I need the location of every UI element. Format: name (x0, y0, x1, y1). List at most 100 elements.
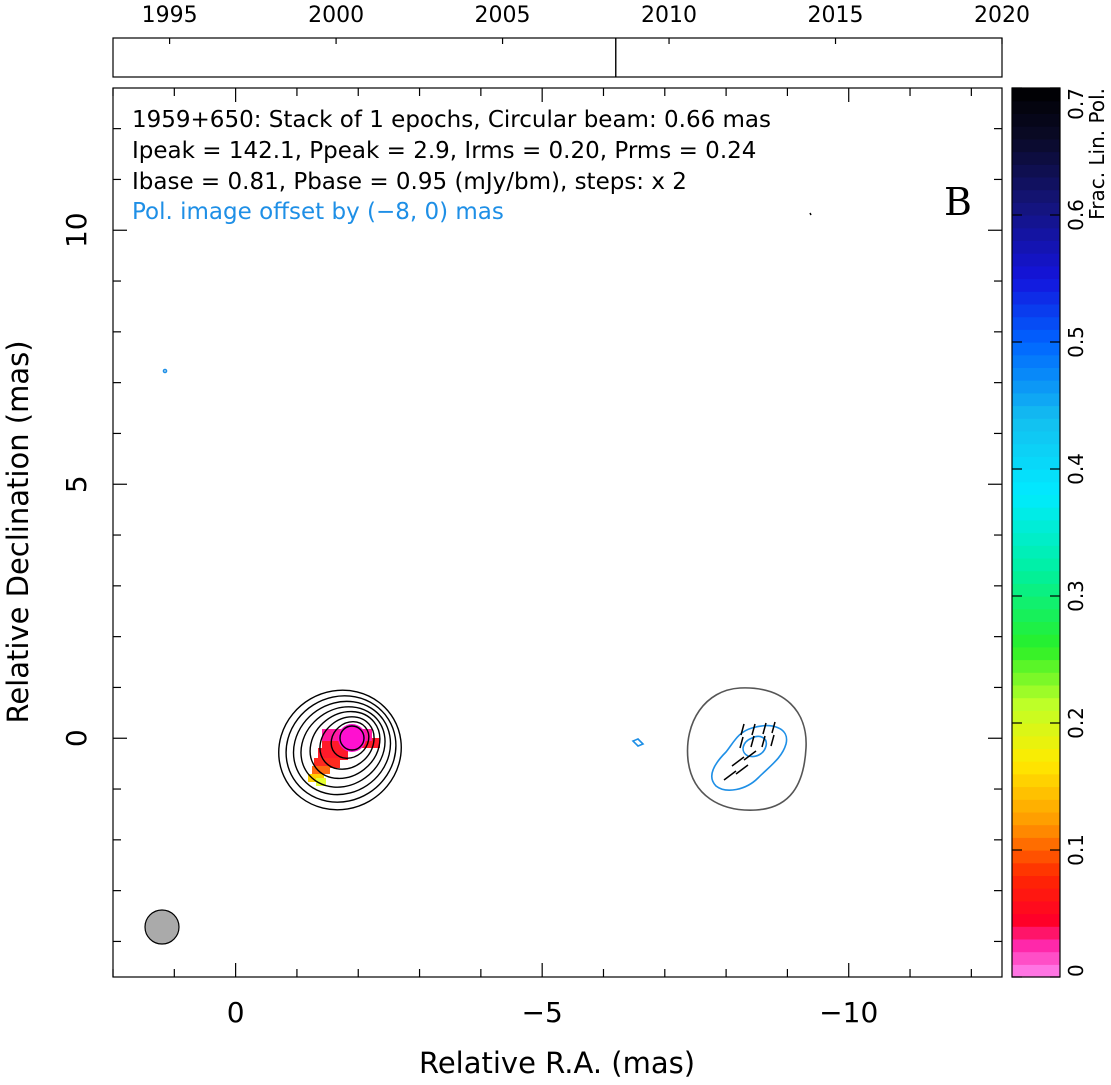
colorbar-segment (1012, 405, 1060, 419)
colorbar-tick-label: 0.6 (1064, 199, 1088, 231)
beam-ellipse (144, 909, 180, 945)
epoch-tick-label: 2015 (808, 3, 864, 28)
map-panel: 0 −5 −10 0 5 10 1959+650: Stack of 1 epochs,… (1, 87, 1003, 1080)
colorbar-segment (1012, 113, 1060, 127)
colorbar-segment (1012, 176, 1060, 191)
colorbar-segment (1012, 837, 1060, 851)
colorbar-segment (1012, 126, 1060, 140)
colorbar: 0 0.1 0.2 0.3 0.4 0.5 0.6 0.7 Frac. Lin. Pol. (1011, 87, 1109, 978)
evpa-sticks (723, 212, 812, 781)
colorbar-segment (1012, 557, 1060, 572)
colorbar-segment (1012, 735, 1060, 749)
colorbar-segment (1012, 824, 1060, 838)
info-line-1: Ipeak = 142.1, Ppeak = 2.9, Irms = 0.20,… (132, 138, 756, 164)
colorbar-segment (1012, 659, 1060, 673)
colorbar-segment (1012, 799, 1060, 813)
dec-tick-labels: 0 5 10 (60, 212, 93, 747)
colorbar-segment (1012, 215, 1060, 229)
colorbar-segment (1012, 672, 1060, 686)
colorbar-segment (1012, 684, 1060, 699)
colorbar-segment (1012, 430, 1060, 445)
colorbar-segment (1012, 100, 1060, 114)
colorbar-segment (1012, 850, 1060, 864)
colorbar-ticks (1012, 87, 1060, 978)
pol-offset-outline (686, 687, 807, 811)
ra-tick-labels: 0 −5 −10 (227, 996, 879, 1029)
colorbar-segment (1012, 481, 1060, 495)
epoch-tick-label: 2010 (641, 3, 697, 28)
colorbar-segments (1012, 88, 1060, 978)
colorbar-segment (1012, 164, 1060, 178)
colorbar-segment (1012, 418, 1060, 432)
colorbar-segment (1012, 748, 1060, 762)
epoch-tick-label: 2020 (974, 3, 1030, 28)
colorbar-segment (1012, 138, 1060, 153)
colorbar-segment (1012, 926, 1060, 940)
epoch-ticks (169, 38, 1003, 44)
colorbar-segment (1012, 227, 1060, 241)
ra-tick-label: −5 (522, 996, 563, 1029)
dec-tick-label: 0 (60, 729, 93, 747)
colorbar-segment (1012, 697, 1060, 711)
colorbar-segment (1012, 265, 1060, 280)
epoch-tick-label: 2000 (308, 3, 364, 28)
colorbar-segment (1012, 773, 1060, 788)
colorbar-segment (1012, 303, 1060, 318)
colorbar-segment (1012, 634, 1060, 648)
colorbar-frame (1011, 87, 1061, 978)
colorbar-segment (1012, 811, 1060, 826)
colorbar-segment (1012, 938, 1060, 953)
colorbar-segment (1012, 786, 1060, 800)
colorbar-segment (1012, 900, 1060, 915)
colorbar-tick-label: 0.7 (1064, 88, 1088, 120)
colorbar-segment (1012, 189, 1060, 203)
colorbar-tick-label: 0.4 (1064, 453, 1088, 485)
colorbar-tick-label: 0 (1064, 964, 1088, 977)
info-line-2: Ibase = 0.81, Pbase = 0.95 (mJy/bm), ste… (132, 169, 687, 195)
map-frame (112, 87, 1003, 978)
total-intensity-contours (278, 689, 402, 811)
colorbar-segment (1012, 964, 1060, 978)
colorbar-segment (1012, 88, 1060, 102)
colorbar-segment (1012, 316, 1060, 330)
panel-letter: B (944, 180, 972, 224)
colorbar-segment (1012, 507, 1060, 521)
colorbar-segment (1012, 329, 1060, 343)
epoch-tick-label: 1995 (142, 3, 198, 28)
colorbar-segment (1012, 621, 1060, 635)
colorbar-segment (1012, 761, 1060, 775)
colorbar-segment (1012, 532, 1060, 546)
colorbar-tick-label: 0.1 (1064, 834, 1088, 866)
colorbar-segment (1012, 545, 1060, 559)
colorbar-label: Frac. Lin. Pol. (1085, 88, 1109, 220)
colorbar-segment (1012, 202, 1060, 216)
colorbar-segment (1012, 392, 1060, 407)
colorbar-segment (1012, 443, 1060, 457)
epoch-timeline-frame (112, 37, 1003, 78)
dec-ticks (113, 128, 1002, 943)
colorbar-segment (1012, 367, 1060, 381)
fractional-polarization-pixels (308, 724, 380, 786)
colorbar-segment (1012, 608, 1060, 622)
colorbar-segment (1012, 596, 1060, 610)
dec-tick-label: 5 (60, 475, 93, 493)
colorbar-segment (1012, 951, 1060, 965)
colorbar-tick-label: 0.2 (1064, 707, 1088, 739)
epoch-labels: 1995 2000 2005 2010 2015 2020 (142, 3, 1030, 28)
colorbar-segment (1012, 710, 1060, 724)
dec-tick-label: 10 (60, 212, 93, 248)
colorbar-segment (1012, 240, 1060, 254)
colorbar-segment (1012, 519, 1060, 534)
pol-offset-note: Pol. image offset by (−8, 0) mas (132, 199, 504, 225)
colorbar-segment (1012, 278, 1060, 292)
colorbar-labels: 0 0.1 0.2 0.3 0.4 0.5 0.6 0.7 (1064, 88, 1088, 977)
colorbar-segment (1012, 291, 1060, 305)
colorbar-segment (1012, 494, 1060, 508)
colorbar-segment (1012, 253, 1060, 267)
colorbar-segment (1012, 151, 1060, 165)
colorbar-segment (1012, 583, 1060, 597)
x-axis-label: Relative R.A. (mas) (419, 1046, 695, 1080)
epoch-tick-label: 2005 (475, 3, 531, 28)
colorbar-segment (1012, 888, 1060, 902)
